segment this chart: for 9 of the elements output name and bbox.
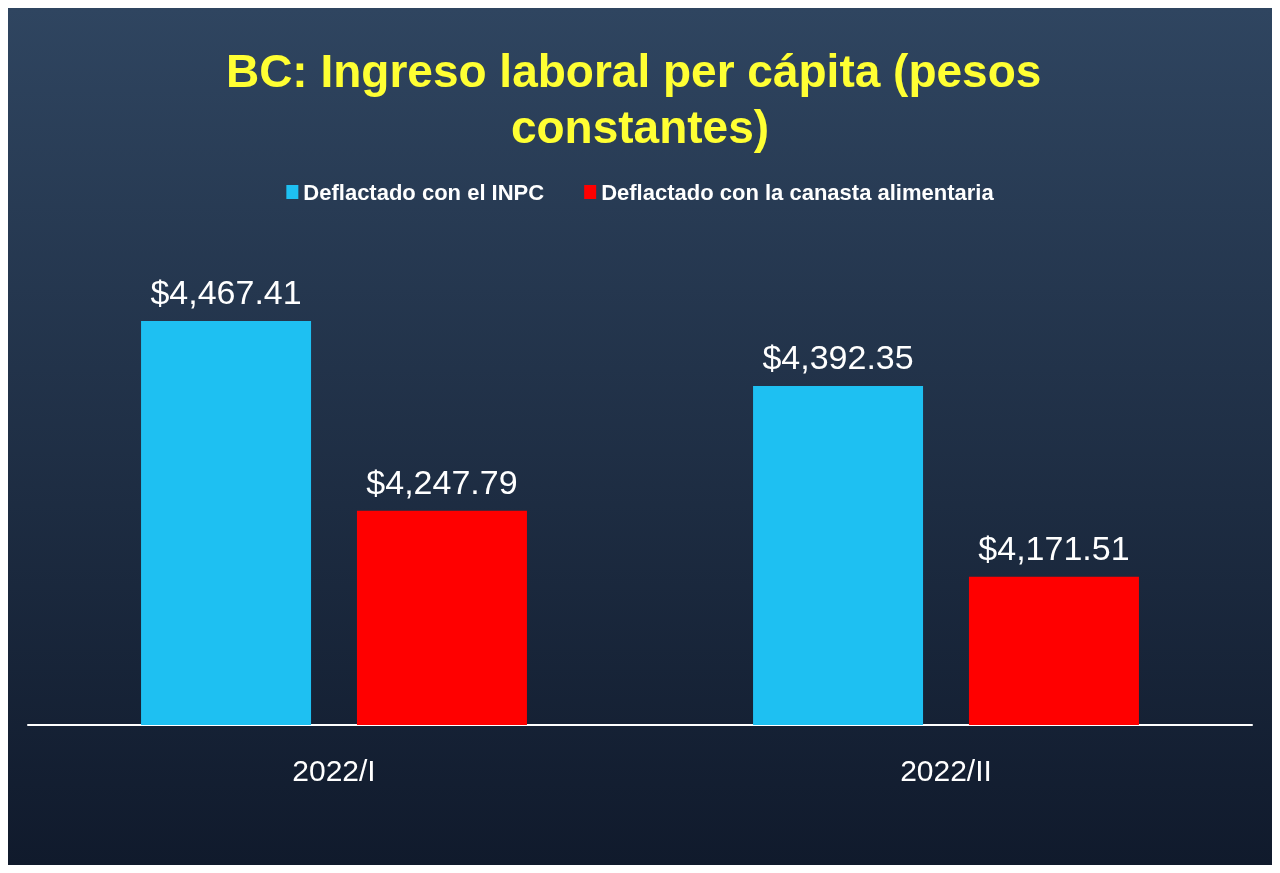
data-label: $4,171.51 bbox=[978, 528, 1130, 567]
data-label: $4,247.79 bbox=[366, 462, 518, 501]
x-tick-label: 2022/I bbox=[292, 753, 376, 787]
x-tick-label: 2022/II bbox=[900, 753, 992, 787]
data-label: $4,467.41 bbox=[150, 273, 302, 311]
legend-label: Deflactado con el INPC bbox=[303, 179, 545, 205]
data-label: $4,392.35 bbox=[762, 337, 914, 376]
legend-label: Deflactado con la canasta alimentaria bbox=[601, 179, 995, 205]
chart-title: BC: Ingreso laboral per cápita (pesos constantes) bbox=[225, 45, 1055, 153]
